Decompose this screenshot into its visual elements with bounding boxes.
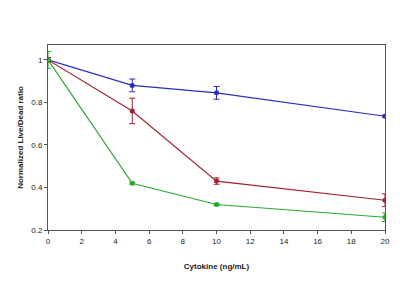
svg-text:20: 20 xyxy=(381,237,390,246)
svg-text:0.6: 0.6 xyxy=(31,141,43,150)
svg-text:2: 2 xyxy=(79,237,84,246)
svg-text:4: 4 xyxy=(113,237,118,246)
svg-text:14: 14 xyxy=(279,237,288,246)
svg-text:18: 18 xyxy=(347,237,356,246)
svg-text:16: 16 xyxy=(313,237,322,246)
svg-text:Cytokine (ng/mL): Cytokine (ng/mL) xyxy=(184,262,250,271)
svg-text:0.8: 0.8 xyxy=(31,98,43,107)
svg-text:6: 6 xyxy=(147,237,152,246)
svg-text:0: 0 xyxy=(46,237,51,246)
svg-text:10: 10 xyxy=(212,237,221,246)
svg-text:12: 12 xyxy=(246,237,255,246)
svg-text:1: 1 xyxy=(38,56,43,65)
svg-text:0.2: 0.2 xyxy=(31,226,43,235)
svg-text:8: 8 xyxy=(181,237,186,246)
svg-text:Normalized Live/Dead ratio: Normalized Live/Dead ratio xyxy=(16,86,25,189)
svg-text:0.4: 0.4 xyxy=(31,183,43,192)
